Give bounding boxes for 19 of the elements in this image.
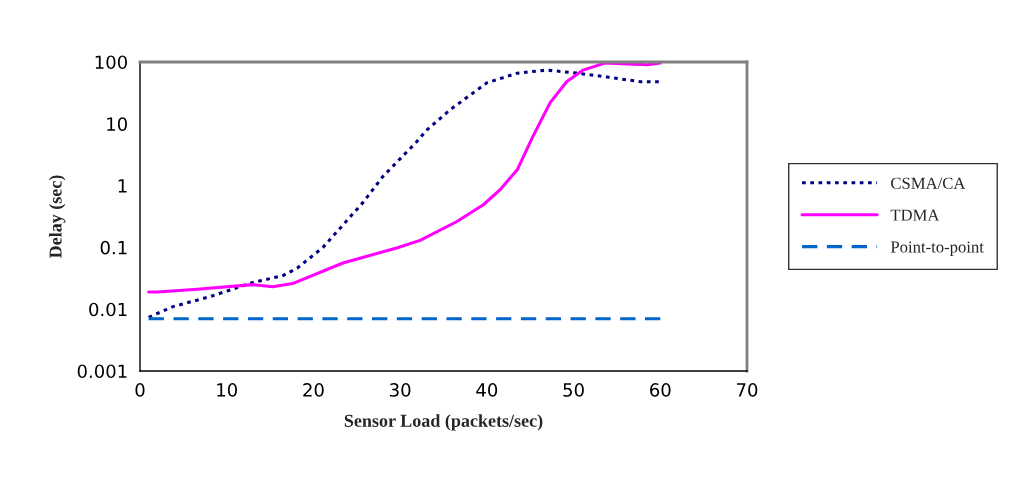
- y-tick-label: 0.001: [77, 364, 127, 379]
- y-tick-label: 0.01: [89, 302, 127, 317]
- y-tick-label: 100: [95, 55, 127, 70]
- legend-label: TDMA: [890, 209, 940, 221]
- x-tick-label: 50: [563, 383, 584, 397]
- legend-label: Point-to-point: [890, 241, 984, 256]
- x-tick-label: 70: [736, 383, 758, 397]
- y-tick-label: 0.1: [100, 240, 127, 255]
- x-tick-label: 30: [390, 383, 411, 397]
- y-tick-label: 10: [107, 117, 127, 131]
- y-axis-title: Delay (sec): [48, 175, 66, 259]
- x-tick-label: 60: [650, 383, 671, 397]
- y-tick-label: 1: [118, 179, 127, 193]
- x-tick-label: 40: [476, 383, 498, 397]
- x-tick-label: 0: [135, 383, 145, 397]
- x-tick-label: 10: [217, 383, 237, 397]
- x-tick-label: 20: [303, 383, 324, 397]
- x-axis-title: Sensor Load (packets/sec): [344, 414, 543, 431]
- legend-label: CSMA/CA: [891, 177, 966, 189]
